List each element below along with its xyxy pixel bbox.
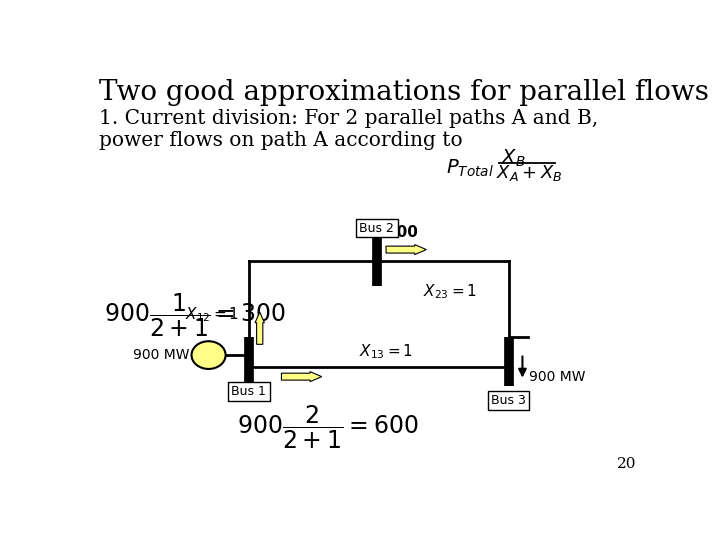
Text: Bus 2: Bus 2 (359, 221, 394, 234)
Text: Bus 3: Bus 3 (491, 394, 526, 407)
Text: $X_A + X_B$: $X_A + X_B$ (496, 164, 562, 184)
Text: 300: 300 (386, 225, 418, 240)
Text: $X_B$: $X_B$ (500, 148, 526, 169)
Text: power flows on path A according to: power flows on path A according to (99, 131, 463, 150)
Text: 900 MW: 900 MW (528, 370, 585, 383)
Text: $X_{12}=1$: $X_{12}=1$ (186, 305, 240, 323)
Text: 900 MW: 900 MW (133, 348, 190, 362)
FancyArrow shape (386, 245, 426, 254)
FancyBboxPatch shape (487, 392, 529, 410)
FancyBboxPatch shape (356, 219, 397, 237)
Text: $900\dfrac{2}{2+1} = 600$: $900\dfrac{2}{2+1} = 600$ (238, 403, 419, 451)
Text: Two good approximations for parallel flows: Two good approximations for parallel flo… (99, 79, 709, 106)
Text: $900\dfrac{1}{2+1} = 300$: $900\dfrac{1}{2+1} = 300$ (104, 292, 286, 339)
FancyArrow shape (255, 312, 264, 345)
Ellipse shape (192, 341, 225, 369)
Text: Bus 1: Bus 1 (231, 385, 266, 398)
Text: 1. Current division: For 2 parallel paths A and B,: 1. Current division: For 2 parallel path… (99, 110, 598, 129)
Text: $X_{23}=1$: $X_{23}=1$ (423, 283, 477, 301)
FancyBboxPatch shape (228, 382, 270, 401)
Text: $X_{13}=1$: $X_{13}=1$ (359, 342, 413, 361)
FancyArrow shape (282, 372, 322, 382)
Text: 20: 20 (617, 457, 636, 471)
Text: $P_{Total}$: $P_{Total}$ (446, 157, 495, 179)
